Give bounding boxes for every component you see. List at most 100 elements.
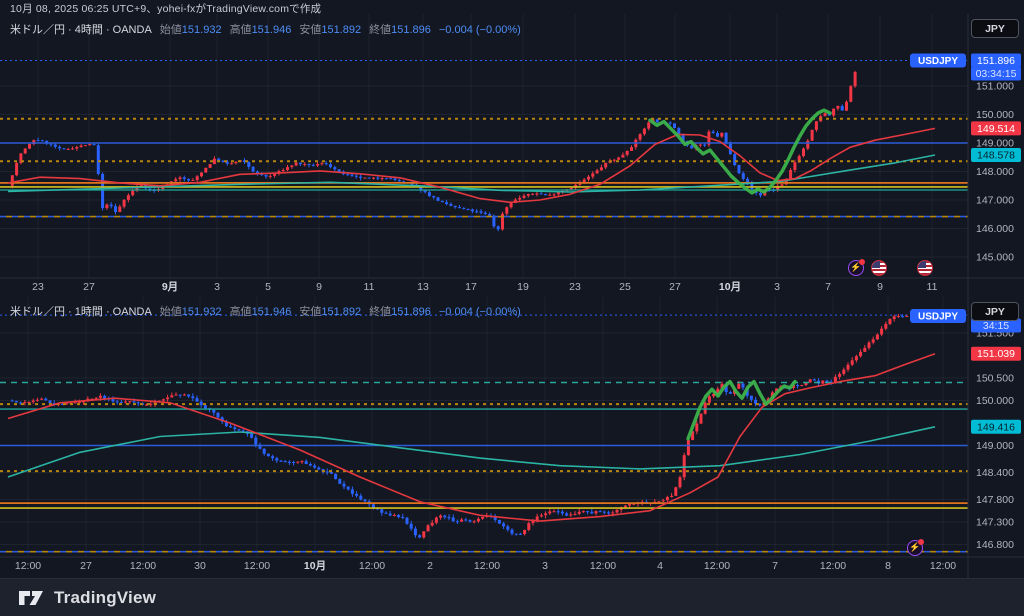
time-axis-label: 12:00 xyxy=(590,560,616,572)
price-axis-label: 145.000 xyxy=(976,252,1014,264)
time-axis-label: 17 xyxy=(465,281,477,293)
time-axis-label: 27 xyxy=(83,281,95,293)
price-badge-text: 03:34:15 xyxy=(976,68,1017,80)
currency-button-jpy-4h[interactable]: JPY xyxy=(971,19,1019,38)
price-badge-text: 151.039 xyxy=(977,348,1015,360)
time-axis-label: 23 xyxy=(32,281,44,293)
price-badge-text: 149.514 xyxy=(977,123,1015,135)
price-axis-label: 146.000 xyxy=(976,223,1014,235)
time-axis-label: 7 xyxy=(772,560,778,572)
ma-slow-line xyxy=(7,426,936,478)
price-chart-4h[interactable]: 151.000 150.000 149.000 148.000 147.000 146.0… xyxy=(0,14,1024,297)
price-axis-label: 147.000 xyxy=(976,195,1014,207)
high-label: 高値 xyxy=(229,306,252,318)
low-label: 安値 xyxy=(299,24,322,36)
open-label: 始値 xyxy=(159,306,182,318)
high-label: 高値 xyxy=(229,24,252,36)
tradingview-brand-text[interactable]: TradingView xyxy=(54,588,157,607)
price-badge-text: 148.578 xyxy=(977,150,1015,162)
tradingview-logo-icon[interactable] xyxy=(16,586,46,610)
time-axis-label: 3 xyxy=(542,560,548,572)
time-axis-label: 12:00 xyxy=(704,560,730,572)
flag-canton xyxy=(872,261,880,268)
price-axis-label: 147.300 xyxy=(976,517,1014,529)
time-axis-label: 25 xyxy=(619,281,631,293)
time-axis-label: 30 xyxy=(194,560,206,572)
price-axis-label: 146.800 xyxy=(976,539,1014,551)
low-value: 151.892 xyxy=(321,306,362,318)
time-axis-label: 5 xyxy=(265,281,271,293)
price-axis-label: 149.000 xyxy=(976,440,1014,452)
open-value: 151.932 xyxy=(181,24,222,36)
symbol-title-4h[interactable]: 米ドル／円 · 4時間 · OANDA xyxy=(10,24,152,36)
price-axis-label: 151.000 xyxy=(976,81,1014,93)
currency-button-jpy-1h[interactable]: JPY xyxy=(971,302,1019,321)
time-axis-label: 23 xyxy=(569,281,581,293)
us-flag-event-icon[interactable] xyxy=(871,260,887,276)
legend-4h: 米ドル／円 · 4時間 · OANDA 始値151.932 高値151.946 安値1… xyxy=(10,21,521,37)
price-badge xyxy=(971,419,1021,434)
time-axis-label: 12:00 xyxy=(15,560,41,572)
ma-fast-line xyxy=(7,127,936,204)
time-axis-label: 12:00 xyxy=(930,560,956,572)
economic-event-flash-icon[interactable]: ⚡ xyxy=(907,539,924,556)
time-axis-label: 12:00 xyxy=(474,560,500,572)
time-axis-label: 10月 xyxy=(304,560,326,572)
panel-background xyxy=(0,14,1024,297)
price-axis-label: 147.800 xyxy=(976,494,1014,506)
symbol-tag-text: USDJPY xyxy=(918,311,958,322)
time-axis-label: 9月 xyxy=(162,281,178,293)
time-axis-label: 27 xyxy=(80,560,92,572)
time-axis-label: 12:00 xyxy=(820,560,846,572)
price-axis-label: 150.000 xyxy=(976,109,1014,121)
close-value: 151.896 xyxy=(391,24,431,36)
open-value: 151.932 xyxy=(181,306,222,318)
price-axis-label: 149.000 xyxy=(976,138,1014,150)
ma-fast-line xyxy=(7,352,936,522)
price-badge xyxy=(971,346,1021,361)
attribution-text: 10月 08, 2025 06:25 UTC+9、yohei-fxがTradin… xyxy=(10,3,322,15)
high-value: 151.946 xyxy=(251,306,292,318)
time-axis-label: 8 xyxy=(885,560,891,572)
price-badge-text: 151.896 xyxy=(977,55,1015,67)
price-badge-text: 149.416 xyxy=(977,421,1015,433)
price-badge xyxy=(971,148,1021,163)
close-label: 終値 xyxy=(369,306,392,318)
flag-canton xyxy=(918,261,926,268)
notification-dot xyxy=(918,539,924,545)
time-axis-label: 9 xyxy=(877,281,883,293)
close-value: 151.896 xyxy=(391,306,431,318)
time-axis-label: 19 xyxy=(517,281,529,293)
open-label: 始値 xyxy=(159,24,182,36)
time-axis-label: 11 xyxy=(927,281,938,293)
symbol-title-1h[interactable]: 米ドル／円 · 1時間 · OANDA xyxy=(10,306,152,318)
price-badge xyxy=(971,121,1021,136)
price-axis-label: 150.500 xyxy=(976,373,1014,385)
time-axis-label: 12:00 xyxy=(244,560,270,572)
time-axis-label: 2 xyxy=(427,560,433,572)
time-axis-label: 13 xyxy=(417,281,429,293)
time-axis-label: 7 xyxy=(825,281,831,293)
legend-1h: 米ドル／円 · 1時間 · OANDA 始値151.932 高値151.946 安値1… xyxy=(10,303,521,319)
change-value: −0.004 (−0.00%) xyxy=(438,24,521,36)
price-badge xyxy=(971,53,1021,68)
symbol-tag xyxy=(910,308,966,323)
change-value: −0.004 (−0.00%) xyxy=(438,306,521,318)
price-axis-label: 150.000 xyxy=(976,395,1014,407)
price-badge xyxy=(971,66,1021,81)
candles xyxy=(10,313,909,539)
price-badge xyxy=(971,318,1021,333)
us-flag-event-icon[interactable] xyxy=(917,260,933,276)
time-axis-label: 10月 xyxy=(719,281,741,293)
time-axis-label: 27 xyxy=(669,281,681,293)
time-axis-label: 12:00 xyxy=(359,560,385,572)
time-axis-label: 3 xyxy=(774,281,780,293)
trend-drawing xyxy=(686,379,797,441)
economic-event-flash-icon[interactable]: ⚡ xyxy=(848,259,865,276)
price-axis-background xyxy=(969,297,1024,578)
symbol-tag xyxy=(910,53,966,68)
time-axis-label: 12:00 xyxy=(130,560,156,572)
close-label: 終値 xyxy=(369,24,392,36)
price-chart-1h[interactable]: 151.500150.500150.000149.000148.400147.8… xyxy=(0,297,1024,578)
